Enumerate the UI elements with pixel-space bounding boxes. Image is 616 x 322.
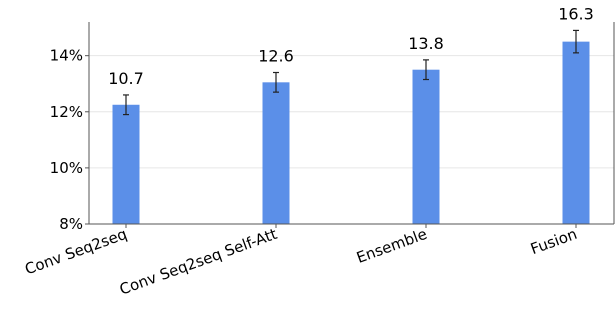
bar [562,41,590,225]
data-label: 10.7 [108,69,144,88]
axes [88,22,615,225]
x-tick-label: Fusion [528,225,579,258]
y-tick-labels: 8% 10% 12% 14% [50,47,89,233]
error-bars [123,29,579,116]
bar [412,69,440,224]
bar [262,82,290,224]
data-label: 12.6 [258,47,294,66]
data-labels: 10.7 12.6 13.8 16.3 [108,4,594,88]
bars [112,41,590,225]
y-tick-label: 14% [50,47,83,65]
data-label: 13.8 [408,34,444,53]
x-tick-label: Conv Seq2seq Self-Att [117,225,279,299]
x-tick-label: Ensemble [354,225,429,267]
data-label: 16.3 [558,4,594,23]
y-tick-label: 12% [50,103,83,121]
bar [112,104,140,224]
y-tick-label: 10% [50,159,83,177]
y-tick-label: 8% [59,215,83,233]
grid [89,55,614,169]
